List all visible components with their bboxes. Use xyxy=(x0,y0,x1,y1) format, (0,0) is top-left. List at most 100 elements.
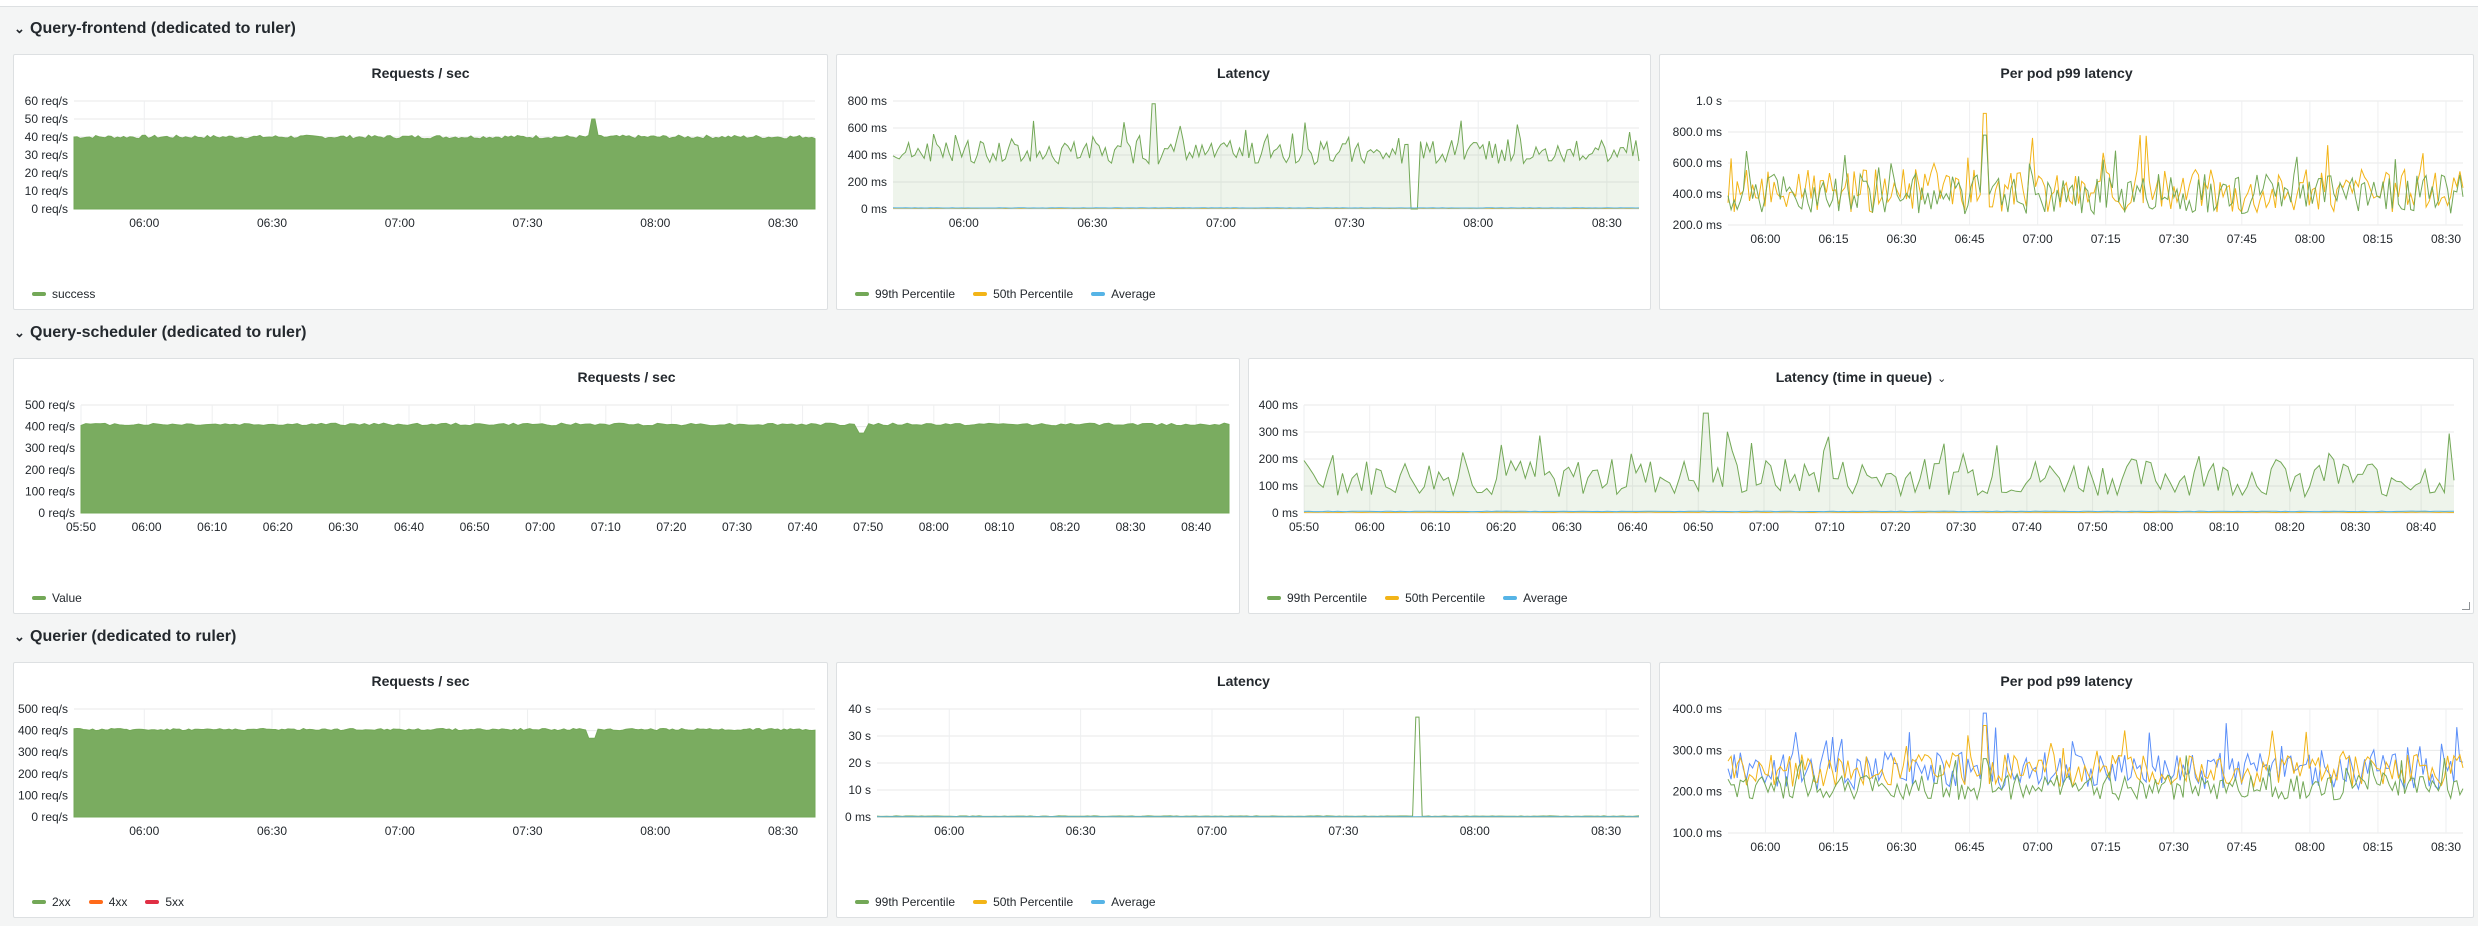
panel-qs-requests[interactable]: Requests / sec 0 req/s 100 req/s 200 req/s… xyxy=(13,358,1240,614)
series-area-value xyxy=(80,422,1230,514)
x-tick-label: 06:00 xyxy=(1750,840,1780,854)
legend-swatch xyxy=(973,292,988,296)
panel-qs-latency-queue[interactable]: Latency (time in queue) ⌄ 0 ms 100 ms 200 m… xyxy=(1248,358,2474,614)
series-line-99th-percentile xyxy=(1303,412,2455,499)
legend: 2xx 4xx 5xx xyxy=(32,895,184,909)
legend-item[interactable]: 4xx xyxy=(88,895,127,909)
panel-qf-per-pod-latency[interactable]: Per pod p99 latency 200.0 ms 400.0 ms 600.… xyxy=(1659,54,2474,310)
chevron-down-icon: ⌄ xyxy=(14,325,25,340)
row-header-query-scheduler[interactable]: ⌄ Query-scheduler (dedicated to ruler) xyxy=(14,321,307,345)
x-tick-label: 07:20 xyxy=(656,520,686,534)
legend-item[interactable]: 99th Percentile xyxy=(855,895,955,909)
series-area-success xyxy=(73,118,816,210)
panel-title[interactable]: Latency xyxy=(1217,65,1270,81)
x-tick-label: 06:30 xyxy=(1887,232,1917,246)
panel-title[interactable]: Requests / sec xyxy=(577,369,676,385)
y-tick-label: 400 req/s xyxy=(25,420,75,434)
legend-item[interactable]: 99th Percentile xyxy=(1267,591,1367,605)
legend-item[interactable]: Average xyxy=(1091,287,1156,301)
panel-title[interactable]: Latency xyxy=(1217,673,1270,689)
legend-item[interactable]: Average xyxy=(1503,591,1568,605)
legend-item[interactable]: 50th Percentile xyxy=(973,287,1073,301)
legend-item[interactable]: Average xyxy=(1091,895,1156,909)
y-tick-label: 400 ms xyxy=(848,148,887,162)
x-tick-label: 07:00 xyxy=(525,520,555,534)
panel-title-text: Latency (time in queue) xyxy=(1775,369,1933,385)
y-tick-label: 40 s xyxy=(848,702,871,716)
legend-item[interactable]: 50th Percentile xyxy=(1385,591,1485,605)
legend-item[interactable]: 99th Percentile xyxy=(855,287,955,301)
x-tick-label: 08:00 xyxy=(1463,216,1493,230)
legend-label: Average xyxy=(1111,895,1156,909)
x-tick-label: 05:50 xyxy=(66,520,96,534)
x-tick-label: 06:10 xyxy=(1420,520,1450,534)
y-tick-label: 20 s xyxy=(848,756,871,770)
legend-item[interactable]: 5xx xyxy=(145,895,184,909)
x-tick-label: 08:00 xyxy=(640,216,670,230)
panel-title[interactable]: Latency (time in queue) ⌄ xyxy=(1249,369,2473,385)
legend-label: success xyxy=(52,287,96,301)
panel-qf-latency[interactable]: Latency 0 ms 200 ms 400 ms 600 ms 800 ms 06:0… xyxy=(836,54,1651,310)
legend-label: 50th Percentile xyxy=(993,895,1074,909)
x-tick-label: 06:45 xyxy=(1955,840,1985,854)
legend-label: Value xyxy=(52,591,82,605)
legend-swatch xyxy=(855,292,869,296)
panel-querier-requests[interactable]: Requests / sec 0 req/s 100 req/s 200 req/s… xyxy=(13,662,828,918)
x-tick-label: 08:15 xyxy=(2363,232,2393,246)
y-tick-label: 30 req/s xyxy=(25,148,68,162)
y-tick-label: 500 req/s xyxy=(25,398,75,412)
y-tick-label: 100.0 ms xyxy=(1673,826,1722,840)
legend-label: 50th Percentile xyxy=(1405,591,1486,605)
legend-swatch xyxy=(145,900,160,904)
legend-swatch xyxy=(1503,596,1518,600)
series-area-2xx xyxy=(73,727,816,818)
x-tick-label: 08:40 xyxy=(1181,520,1211,534)
chevron-down-icon: ⌄ xyxy=(14,21,25,36)
chevron-down-icon[interactable]: ⌄ xyxy=(1937,373,1947,385)
chart-latency: 0 ms 200 ms 400 ms 600 ms 800 ms 06:00 06:30 07… xyxy=(848,94,1640,230)
row-header-query-frontend[interactable]: ⌄ Query-frontend (dedicated to ruler) xyxy=(14,17,296,41)
x-tick-label: 07:30 xyxy=(513,824,543,838)
x-tick-label: 08:30 xyxy=(2340,520,2370,534)
panel-title[interactable]: Per pod p99 latency xyxy=(2000,65,2133,81)
y-tick-label: 200.0 ms xyxy=(1673,785,1722,799)
panel-qf-requests[interactable]: Requests / sec 0 req/s 10 req/s 20 req/s 30… xyxy=(13,54,828,310)
panel-title[interactable]: Requests / sec xyxy=(371,65,470,81)
x-tick-label: 07:20 xyxy=(1880,520,1910,534)
chart-per-pod-p99-latency: 100.0 ms 200.0 ms 300.0 ms 400.0 ms 06:00 06:… xyxy=(1673,702,2464,854)
y-tick-label: 100 req/s xyxy=(18,788,68,802)
chart-latency: 0 ms 10 s 20 s 30 s 40 s 06:00 06:30 07:00 07:30… xyxy=(845,702,1640,838)
series-line-pod-a xyxy=(1727,712,2464,791)
panel-title[interactable]: Per pod p99 latency xyxy=(2000,673,2133,689)
x-tick-label: 06:00 xyxy=(129,824,159,838)
series-line-pod-b xyxy=(1727,134,2464,216)
x-tick-label: 08:30 xyxy=(2431,232,2461,246)
legend-label: 99th Percentile xyxy=(1287,591,1368,605)
legend-item[interactable]: 2xx xyxy=(32,895,71,909)
x-tick-label: 07:45 xyxy=(2227,840,2257,854)
panel-title[interactable]: Requests / sec xyxy=(371,673,470,689)
legend-item[interactable]: Value xyxy=(32,591,82,605)
y-tick-label: 10 req/s xyxy=(25,184,68,198)
y-tick-label: 0 req/s xyxy=(31,202,68,216)
resize-handle-icon[interactable] xyxy=(2462,602,2470,610)
legend-label: Average xyxy=(1111,287,1156,301)
y-tick-label: 60 req/s xyxy=(25,94,68,108)
legend-swatch xyxy=(32,292,46,296)
x-tick-label: 08:40 xyxy=(2406,520,2436,534)
chart-requests-per-sec: 0 req/s 100 req/s 200 req/s 300 req/s 400 re… xyxy=(25,398,1230,534)
x-tick-label: 06:30 xyxy=(1066,824,1096,838)
panel-querier-latency[interactable]: Latency 0 ms 10 s 20 s 30 s 40 s 06:00 06:30 07… xyxy=(836,662,1651,918)
legend-item[interactable]: success xyxy=(32,287,95,301)
legend-item[interactable]: 50th Percentile xyxy=(973,895,1073,909)
x-tick-label: 06:50 xyxy=(1683,520,1713,534)
x-tick-label: 08:15 xyxy=(2363,840,2393,854)
legend-label: Average xyxy=(1523,591,1568,605)
legend-label: 99th Percentile xyxy=(875,895,956,909)
x-tick-label: 08:30 xyxy=(768,824,798,838)
x-tick-label: 07:40 xyxy=(2012,520,2042,534)
y-tick-label: 0 req/s xyxy=(31,810,68,824)
x-tick-label: 06:40 xyxy=(1618,520,1648,534)
panel-querier-per-pod-latency[interactable]: Per pod p99 latency 100.0 ms 200.0 ms 300.… xyxy=(1659,662,2474,918)
row-header-querier[interactable]: ⌄ Querier (dedicated to ruler) xyxy=(14,625,236,649)
